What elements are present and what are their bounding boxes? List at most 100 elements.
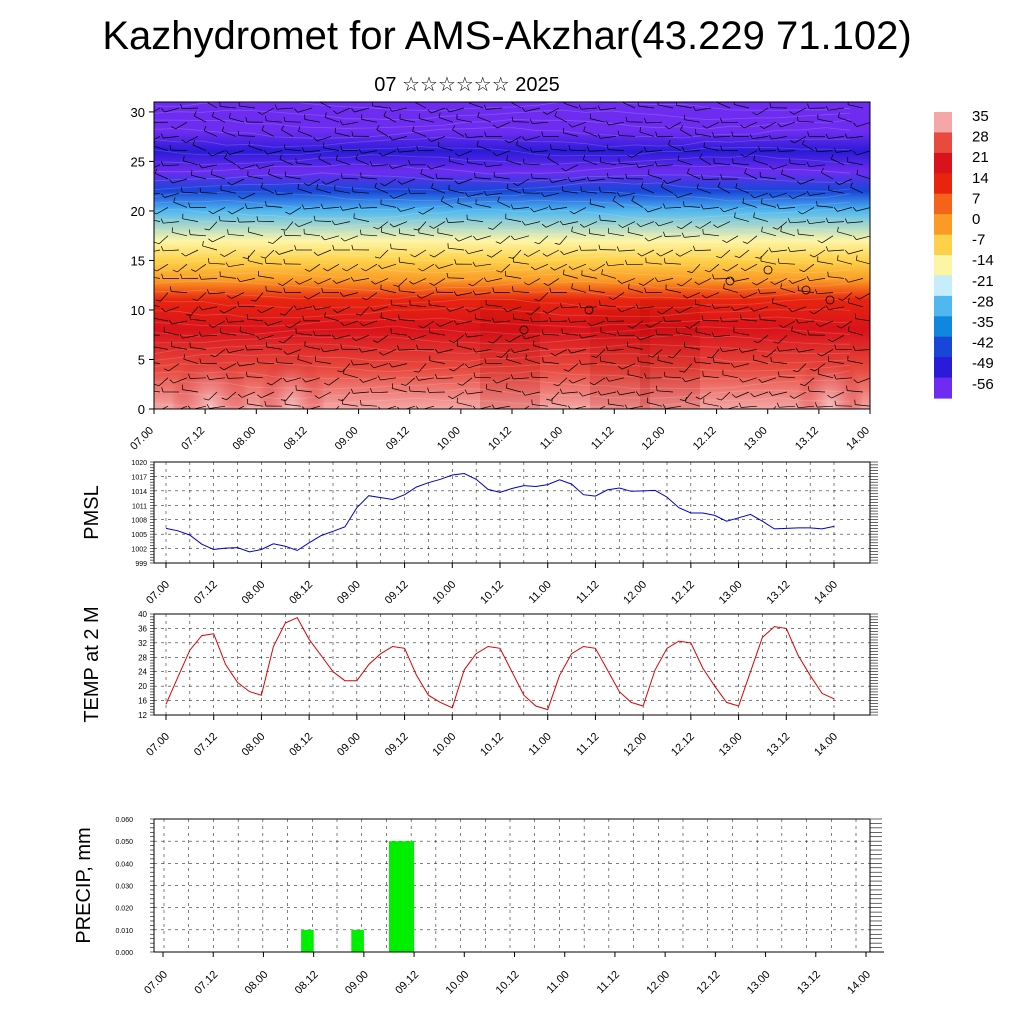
wind-barb (600, 331, 617, 336)
wind-barb (202, 245, 218, 251)
wind-barb-flag (677, 283, 683, 287)
wind-barb-flag (681, 232, 685, 238)
wind-barb (447, 405, 454, 409)
wind-barb (419, 118, 435, 123)
wind-barb-flag (408, 159, 411, 165)
wind-barb (516, 144, 530, 151)
x-tick-label: 07.00 (128, 425, 156, 453)
wind-barb (672, 349, 682, 359)
wind-barb (828, 360, 845, 364)
wind-barb (831, 158, 845, 166)
wind-barb-flag (780, 226, 782, 232)
wind-barb-flag (563, 369, 569, 372)
wind-barb (343, 320, 359, 327)
wind-barb (600, 391, 617, 396)
wind-barb-flag (617, 280, 622, 284)
wind-barb-flag (283, 258, 286, 264)
wind-barb-flag (497, 196, 500, 202)
wind-barb-flag (199, 358, 202, 364)
wind-barb (552, 178, 568, 183)
wind-barb (581, 363, 598, 365)
wind-barb (361, 349, 378, 353)
wind-barb (534, 263, 549, 271)
wind-barb (837, 231, 853, 237)
wind-barb (813, 306, 826, 315)
y-tick-label: 32 (138, 639, 147, 648)
wind-barb (447, 277, 465, 279)
wind-barb (676, 332, 693, 336)
wind-barb-flag (154, 269, 158, 272)
wind-barb (237, 405, 245, 409)
wind-barb-flag (464, 192, 469, 197)
wind-barb-flag (647, 355, 653, 358)
wind-barb (647, 402, 663, 407)
wind-barb-flag (313, 137, 318, 142)
wind-barb (475, 318, 492, 322)
wind-barb-flag (188, 202, 191, 208)
wind-barb-flag (282, 377, 287, 383)
wind-barb (733, 278, 750, 282)
wind-barb (638, 164, 655, 168)
wind-barb-flag (180, 103, 183, 109)
wind-barb-flag (777, 258, 780, 264)
wind-barb-flag (640, 182, 644, 188)
wind-barb (839, 178, 853, 186)
y-tick-label: 999 (135, 561, 147, 568)
wind-barb-flag (679, 399, 685, 401)
wind-barb-flag (360, 229, 362, 235)
wind-barb-flag (293, 305, 297, 310)
wind-barb (828, 306, 845, 311)
wind-barb (583, 221, 598, 228)
calm-circle (519, 325, 529, 335)
wind-barb (696, 188, 712, 194)
wind-barb (365, 263, 378, 272)
wind-barb-flag (314, 395, 320, 399)
contour-line (154, 109, 851, 121)
wind-barb (608, 121, 625, 126)
wind-barb-flag (589, 410, 593, 413)
wind-barb-flag (807, 131, 810, 137)
wind-barb (821, 172, 834, 180)
wind-barb-flag (204, 228, 210, 231)
wind-barb (733, 163, 750, 166)
wind-barb (448, 221, 465, 223)
x-tick-label: 10.00 (430, 579, 458, 607)
wind-barb (379, 249, 389, 259)
wind-barb (703, 146, 720, 151)
wind-barb-flag (237, 393, 243, 398)
wind-barb (486, 107, 503, 110)
wind-barb-flag (567, 348, 572, 354)
x-tick-label: 09.12 (383, 579, 411, 607)
precip-bar (301, 929, 314, 952)
wind-barb-flag (211, 111, 215, 117)
wind-barb-flag (761, 226, 763, 232)
contour-line (154, 146, 851, 157)
wind-barb-flag (448, 156, 451, 162)
wind-barb (532, 150, 549, 153)
wind-barb (802, 207, 815, 215)
wind-barb-flag (776, 146, 780, 152)
wind-barb (713, 278, 731, 280)
wind-barb (600, 360, 617, 364)
wind-barb (156, 207, 169, 215)
wind-barb (800, 178, 815, 185)
wind-barb-flag (208, 238, 213, 243)
wind-barb-flag (242, 257, 248, 259)
wind-barb (501, 349, 511, 358)
wind-barb (530, 306, 541, 315)
wind-barb-flag (607, 172, 609, 178)
wind-barb-flag (625, 259, 628, 265)
wind-barb-flag (692, 105, 696, 111)
wind-barb-flag (275, 250, 280, 255)
wind-barb (474, 376, 492, 379)
wind-barb (420, 173, 435, 180)
wind-barb (523, 405, 530, 409)
wind-barb-flag (491, 404, 495, 409)
wind-barb (706, 121, 720, 129)
wind-barb (164, 192, 180, 198)
wind-barb-flag (827, 338, 833, 343)
wind-barb-flag (734, 212, 736, 218)
wind-barb (817, 118, 834, 123)
wind-barb (232, 207, 245, 215)
wind-barb-flag (236, 361, 240, 367)
